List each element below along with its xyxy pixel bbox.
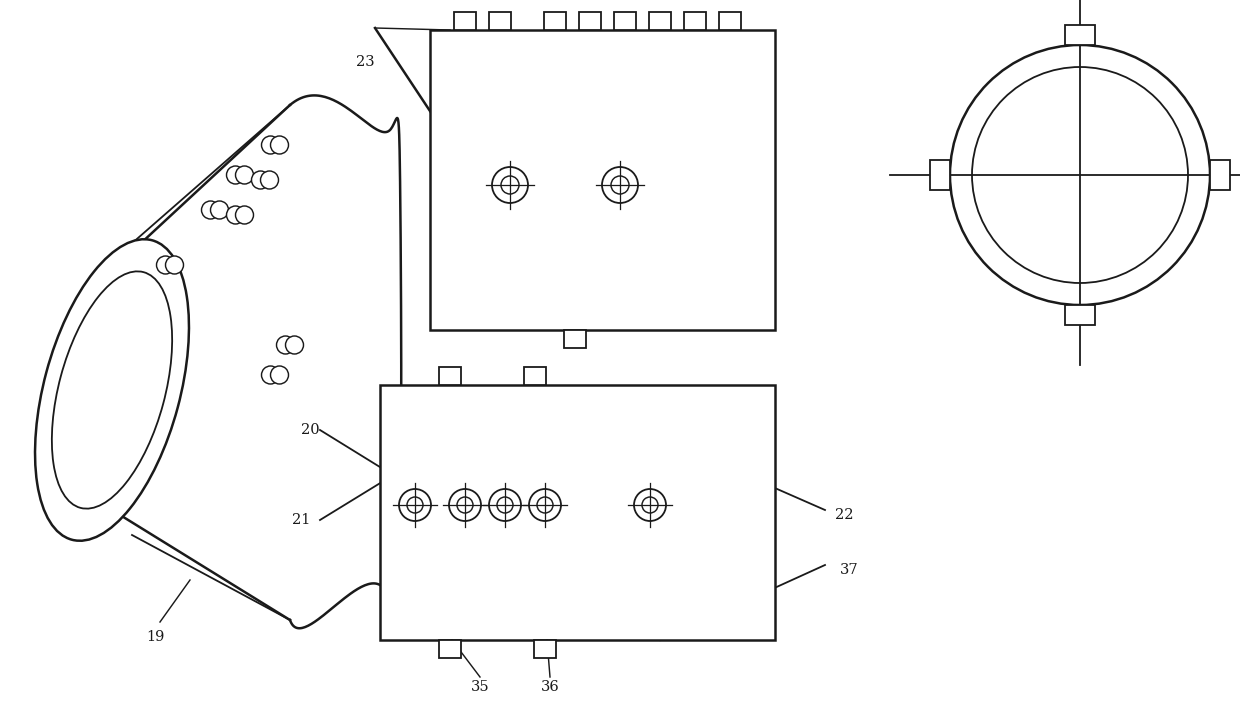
Circle shape: [492, 167, 528, 203]
Circle shape: [277, 336, 295, 354]
Circle shape: [601, 167, 639, 203]
Text: 19: 19: [146, 630, 164, 644]
Bar: [614, 12, 636, 30]
Circle shape: [270, 136, 289, 154]
Circle shape: [156, 256, 175, 274]
Circle shape: [260, 171, 279, 189]
Bar: [579, 12, 601, 30]
Circle shape: [950, 45, 1210, 305]
Circle shape: [227, 206, 244, 224]
Bar: [439, 367, 461, 385]
Bar: [489, 12, 511, 30]
Circle shape: [252, 171, 269, 189]
Bar: [564, 330, 587, 348]
Circle shape: [489, 489, 521, 521]
Bar: [719, 12, 742, 30]
Text: 23: 23: [356, 55, 374, 69]
Circle shape: [165, 256, 184, 274]
Bar: [430, 30, 775, 330]
Circle shape: [529, 489, 560, 521]
Circle shape: [399, 489, 432, 521]
Bar: [684, 12, 706, 30]
Circle shape: [449, 489, 481, 521]
Bar: [454, 12, 476, 30]
Text: 37: 37: [839, 563, 858, 577]
Circle shape: [285, 336, 304, 354]
Bar: [1065, 25, 1095, 45]
Circle shape: [236, 206, 253, 224]
Text: 22: 22: [835, 508, 853, 522]
Bar: [439, 640, 461, 658]
Text: 35: 35: [471, 680, 490, 694]
Text: 36: 36: [541, 680, 559, 694]
Circle shape: [262, 366, 279, 384]
Text: 20: 20: [301, 423, 320, 437]
Text: 21: 21: [291, 513, 310, 527]
Bar: [1065, 305, 1095, 325]
Circle shape: [634, 489, 666, 521]
Circle shape: [201, 201, 219, 219]
Circle shape: [262, 136, 279, 154]
Bar: [379, 385, 775, 640]
Circle shape: [236, 166, 253, 184]
Bar: [649, 12, 671, 30]
Bar: [1210, 160, 1230, 190]
Circle shape: [211, 201, 228, 219]
Bar: [525, 367, 546, 385]
Circle shape: [270, 366, 289, 384]
Bar: [544, 12, 565, 30]
Ellipse shape: [35, 239, 188, 541]
Bar: [930, 160, 950, 190]
Bar: [534, 640, 556, 658]
Circle shape: [227, 166, 244, 184]
